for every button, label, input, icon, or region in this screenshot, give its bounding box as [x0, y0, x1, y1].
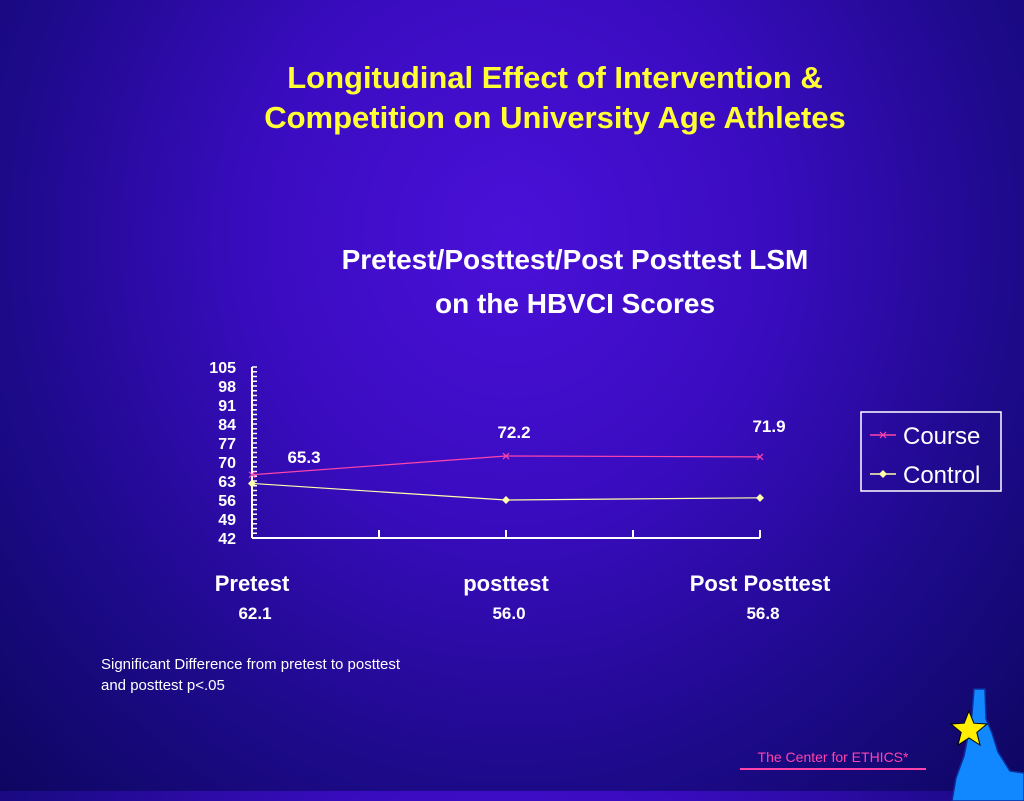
y-tick-label: 105 — [209, 360, 236, 377]
y-tick-label: 91 — [218, 398, 236, 415]
star-icon — [949, 709, 989, 747]
note-line-1: Significant Difference from pretest to p… — [101, 656, 401, 673]
chart-series — [248, 452, 764, 504]
y-tick-label: 63 — [218, 474, 236, 491]
control-data-label: 56.0 — [492, 604, 525, 623]
legend-label-control: Control — [903, 462, 980, 489]
control-data-label: 56.8 — [746, 604, 779, 623]
idaho-state-shape — [951, 688, 1024, 801]
note-line-2: and posttest p<.05 — [101, 677, 225, 694]
chart-title-line-2: on the HBVCI Scores — [434, 288, 716, 319]
chart-legend: Course Control — [860, 411, 1002, 492]
x-category-label: posttest — [463, 571, 549, 596]
control-point — [502, 496, 510, 504]
x-marker-stroke — [756, 453, 764, 461]
idaho-star-logo — [949, 688, 1024, 801]
title-line-2: Competition on University Age Athletes — [264, 100, 846, 135]
legend-label-course: Course — [903, 423, 980, 450]
course-point — [502, 452, 510, 460]
chart-labels: Pretest posttest Post Posttest 65.3 72.2 71.9… — [215, 417, 831, 623]
slide-title: Longitudinal Effect of Intervention & Co… — [150, 58, 960, 138]
y-tick-label: 84 — [218, 417, 236, 434]
x-marker-stroke — [502, 452, 510, 460]
legend-box — [860, 411, 1002, 492]
y-tick-label: 49 — [218, 512, 236, 529]
control-point — [756, 493, 764, 502]
course-point — [248, 471, 256, 479]
course-line — [251, 455, 761, 476]
x-category-label: Post Posttest — [690, 571, 831, 596]
y-tick-label: 56 — [218, 493, 236, 510]
control-point — [248, 479, 256, 488]
x-category-label: Pretest — [215, 571, 290, 596]
y-tick-label: 98 — [218, 379, 236, 396]
chart-title-line-1: Pretest/Posttest/Post Posttest LSM — [341, 244, 809, 275]
y-tick-label: 70 — [218, 455, 236, 472]
center-for-ethics-footer: The Center for ETHICS* — [740, 749, 926, 770]
course-data-label: 72.2 — [497, 423, 530, 442]
legend-marker-course — [879, 431, 887, 439]
title-line-1: Longitudinal Effect of Intervention & — [287, 60, 823, 95]
control-data-label: 62.1 — [238, 604, 271, 623]
significance-note: Significant Difference from pretest to p… — [101, 654, 521, 696]
y-tick-label: 77 — [218, 436, 236, 453]
course-data-label: 65.3 — [287, 448, 320, 467]
course-point — [756, 453, 764, 461]
legend-marker-control — [879, 470, 887, 478]
x-marker-stroke — [248, 471, 256, 479]
y-tick-label: 42 — [218, 531, 236, 548]
course-data-label: 71.9 — [752, 417, 785, 436]
chart-axes: 105 98 91 84 77 70 63 56 49 42 — [209, 360, 761, 548]
chart-title: Pretest/Posttest/Post Posttest LSM on th… — [250, 238, 900, 326]
